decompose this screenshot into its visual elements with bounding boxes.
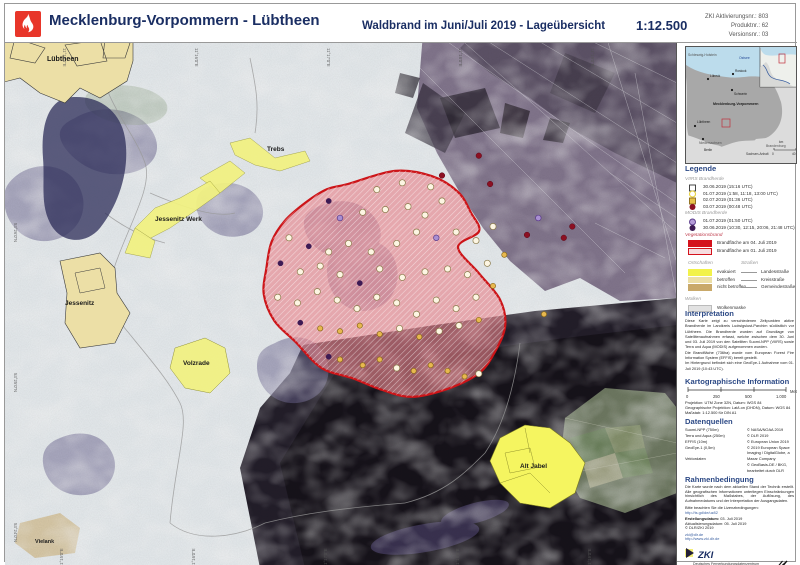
svg-text:Rostock: Rostock — [735, 69, 747, 73]
svg-text:11°15'0"E: 11°15'0"E — [62, 48, 67, 67]
svg-text:11°15'0"E: 11°15'0"E — [59, 548, 64, 565]
svg-text:11°18'0"E: 11°18'0"E — [458, 48, 463, 67]
svg-text:Alt Jabel: Alt Jabel — [520, 463, 547, 470]
svg-text:0: 0 — [772, 152, 774, 156]
svg-text:11°17'0"E: 11°17'0"E — [326, 48, 331, 67]
svg-text:Schleswig-Holstein: Schleswig-Holstein — [688, 53, 717, 57]
svg-text:11°17'0"E: 11°17'0"E — [323, 548, 328, 565]
svg-text:Brandenburg: Brandenburg — [766, 144, 786, 148]
svg-text:Jessenitz Werk: Jessenitz Werk — [155, 216, 202, 223]
svg-text:Mecklenburg-Vorpommern: Mecklenburg-Vorpommern — [713, 102, 758, 106]
svg-text:11°19'0"E: 11°19'0"E — [590, 48, 595, 67]
svg-text:11°16'0"E: 11°16'0"E — [194, 48, 199, 67]
svg-text:Ostsee: Ostsee — [739, 56, 750, 60]
svg-text:53°24'0"N: 53°24'0"N — [13, 523, 18, 542]
svg-text:Berlin: Berlin — [704, 148, 712, 152]
svg-text:km: km — [779, 140, 784, 144]
svg-text:Meter: Meter — [790, 389, 797, 394]
svg-text:40: 40 — [792, 152, 796, 156]
svg-text:Sachsen-Anhalt: Sachsen-Anhalt — [746, 152, 769, 156]
svg-text:Schwerin: Schwerin — [734, 92, 747, 96]
svg-text:Volzrade: Volzrade — [183, 360, 210, 367]
svg-text:Niedersachsen: Niedersachsen — [699, 141, 722, 145]
svg-text:Lübeck: Lübeck — [710, 74, 721, 78]
svg-text:11°18'0"E: 11°18'0"E — [455, 548, 460, 565]
svg-text:11°19'0"E: 11°19'0"E — [587, 548, 592, 565]
svg-text:53°26'0"N: 53°26'0"N — [13, 223, 18, 242]
svg-text:ZKI: ZKI — [697, 550, 714, 561]
svg-text:Lübtheen: Lübtheen — [697, 120, 711, 124]
svg-text:53°25'0"N: 53°25'0"N — [13, 373, 18, 392]
svg-text:Trebs: Trebs — [267, 146, 285, 153]
svg-text:Jessenitz: Jessenitz — [65, 300, 95, 307]
svg-text:11°16'0"E: 11°16'0"E — [191, 548, 196, 565]
